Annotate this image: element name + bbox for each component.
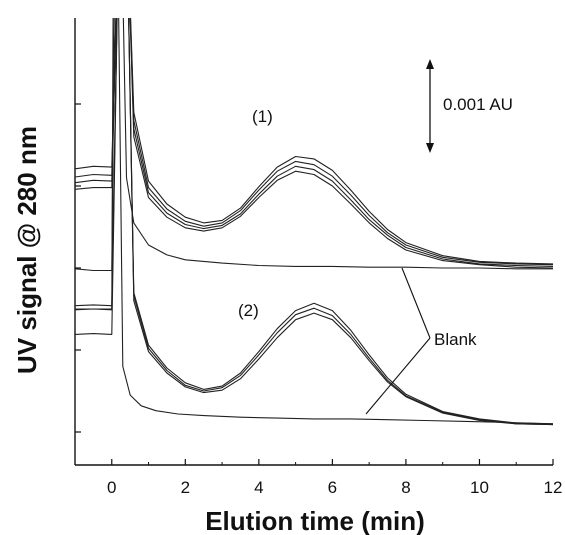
y-ticks: [75, 103, 81, 433]
series-line-4: [75, 18, 553, 269]
x-tick-label: 10: [470, 478, 489, 497]
annotation-blank: Blank: [434, 330, 477, 349]
series-group: [75, 18, 553, 426]
blank-pointer-upper: [401, 267, 431, 339]
series-line-3: [75, 18, 553, 267]
scale-bar: 0.001 AU: [426, 59, 513, 153]
x-tick-label: 8: [401, 478, 410, 497]
annotation-group-1: (1): [252, 107, 273, 126]
series-line-2: [75, 18, 553, 266]
series-line-8: [75, 18, 553, 426]
series-line-9: [75, 18, 553, 425]
x-tick-label: 2: [181, 478, 190, 497]
x-tick-label: 4: [254, 478, 263, 497]
series-line-1: [75, 18, 553, 265]
scale-bar-arrow-down: [426, 143, 434, 153]
series-line-5: [75, 18, 553, 272]
annotation-group-2: (2): [238, 301, 259, 320]
x-axis-title: Elution time (min): [205, 506, 425, 535]
scale-bar-arrow-up: [426, 59, 434, 69]
blank-pointer-lower: [365, 337, 431, 415]
x-tick-label: 12: [544, 478, 563, 497]
plot-area: 0 2 4 6 8 10 12: [74, 18, 562, 497]
x-tick-label: 6: [328, 478, 337, 497]
x-tick-label: 0: [107, 478, 116, 497]
blank-callout: Blank: [365, 267, 477, 415]
y-axis-title: UV signal @ 280 nm: [12, 126, 42, 374]
x-ticks: [74, 459, 554, 465]
series-line-7: [75, 18, 553, 426]
x-tick-labels: 0 2 4 6 8 10 12: [107, 478, 562, 497]
series-line-6: [75, 18, 553, 425]
scale-bar-label: 0.001 AU: [443, 95, 513, 114]
